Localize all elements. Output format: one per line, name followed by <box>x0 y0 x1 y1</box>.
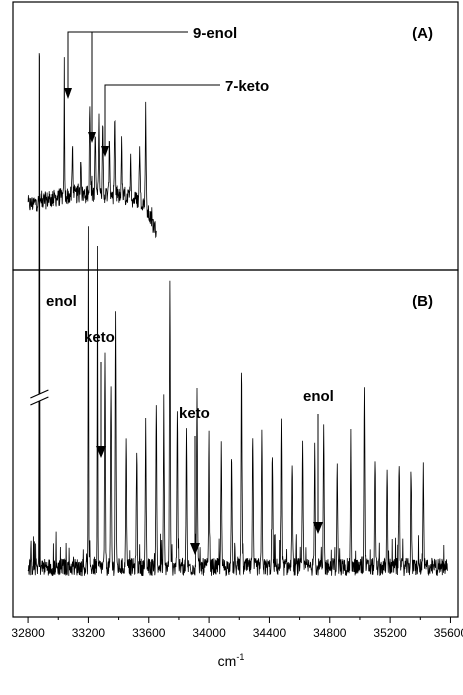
annotation-9-enol-arrowhead-1 <box>64 88 72 99</box>
annotation-keto-2-arrowhead <box>190 543 200 555</box>
axis-break-gap <box>31 394 48 401</box>
panel-b-annotations: (B) enol keto keto enol <box>46 293 433 555</box>
annotation-7-keto-leader <box>104 84 220 154</box>
x-tick-label-34800: 34800 <box>313 626 347 640</box>
axis-break-slash-1 <box>30 389 49 399</box>
annotation-enol-2: enol <box>303 388 334 534</box>
annotation-keto-2-label: keto <box>179 405 210 422</box>
x-tick-label-34400: 34400 <box>253 626 287 640</box>
panel-a-annotations: (A) 9-enol 7-keto <box>64 25 433 157</box>
x-tick-label-35600: 35600 <box>434 626 463 640</box>
panel-a-label: (A) <box>412 25 433 42</box>
annotation-7-keto: 7-keto <box>101 78 269 157</box>
annotation-enol-1-label: enol <box>46 293 77 310</box>
annotation-9-enol: 9-enol <box>64 25 237 143</box>
panel-a-trace <box>27 57 157 239</box>
x-tick-label-32800: 32800 <box>11 626 45 640</box>
spectrum-traces <box>27 53 448 577</box>
panel-b-frame <box>12 269 459 618</box>
panel-a-frame <box>12 1 459 271</box>
x-axis-title-base: cm <box>218 653 237 669</box>
annotation-9-enol-leader <box>67 31 188 96</box>
annotation-enol-2-label: enol <box>303 388 334 405</box>
axis-break-marks <box>30 389 49 406</box>
annotation-9-enol-label: 9-enol <box>193 25 237 42</box>
x-tick-label-34000: 34000 <box>192 626 226 640</box>
axis-break-slash-2 <box>30 396 49 406</box>
x-tick-label-33600: 33600 <box>132 626 166 640</box>
x-tick-label-33200: 33200 <box>72 626 106 640</box>
annotation-7-keto-label: 7-keto <box>225 78 269 95</box>
annotation-keto-1-arrowhead <box>96 446 106 458</box>
annotation-keto-1: keto <box>84 329 115 458</box>
panel-b-trace <box>27 53 448 577</box>
x-axis-title-superscript: -1 <box>236 652 244 662</box>
x-axis-title: cm-1 <box>218 652 245 669</box>
annotation-keto-1-label: keto <box>84 329 115 346</box>
annotation-keto-2: keto <box>179 405 210 555</box>
panel-b-label: (B) <box>412 293 433 310</box>
x-axis: 32800 33200 33600 34000 34400 34800 35200 35600 <box>11 617 463 640</box>
x-tick-label-35200: 35200 <box>373 626 407 640</box>
